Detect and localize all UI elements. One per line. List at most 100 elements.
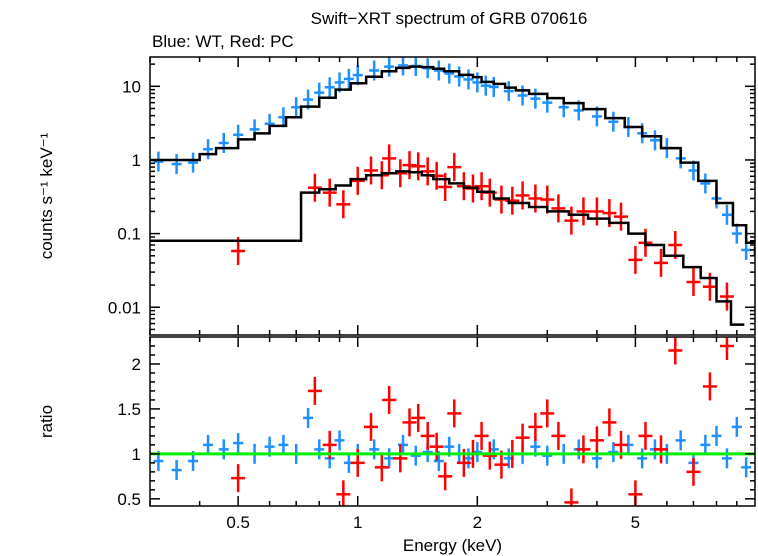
data-point bbox=[551, 194, 566, 223]
data-point bbox=[589, 197, 604, 226]
data-point bbox=[628, 245, 643, 274]
y-tick-label: 1.5 bbox=[117, 400, 141, 419]
data-point bbox=[334, 430, 345, 451]
data-point bbox=[171, 154, 182, 175]
data-point bbox=[350, 166, 365, 195]
data-point bbox=[218, 439, 229, 460]
series-3 bbox=[150, 170, 745, 326]
data-point bbox=[393, 444, 408, 473]
data-point bbox=[188, 152, 199, 173]
data-point bbox=[576, 435, 591, 464]
data-point bbox=[474, 421, 489, 450]
data-point bbox=[463, 69, 474, 90]
data-point bbox=[719, 282, 734, 311]
data-point bbox=[429, 432, 444, 461]
data-point bbox=[528, 184, 543, 213]
data-point bbox=[530, 88, 541, 109]
data-point bbox=[700, 434, 711, 455]
data-point bbox=[474, 172, 489, 201]
data-point bbox=[654, 248, 669, 277]
data-point bbox=[503, 81, 514, 102]
data-point bbox=[420, 421, 435, 450]
data-point bbox=[336, 190, 351, 219]
data-point bbox=[411, 152, 426, 181]
chart-subtitle: Blue: WT, Red: PC bbox=[152, 32, 294, 51]
data-point bbox=[324, 77, 335, 98]
x-tick-label: 1 bbox=[353, 513, 362, 532]
data-point bbox=[564, 488, 579, 506]
data-point bbox=[686, 268, 701, 297]
data-point bbox=[384, 448, 395, 469]
data-point bbox=[551, 421, 566, 450]
data-point bbox=[542, 445, 553, 466]
figure-title-block: Swift−XRT spectrum of GRB 070616 Blue: W… bbox=[152, 9, 587, 51]
data-point bbox=[505, 186, 520, 215]
data-point bbox=[278, 434, 289, 455]
data-point bbox=[702, 372, 717, 401]
series-1 bbox=[231, 144, 734, 311]
data-point bbox=[307, 376, 322, 405]
data-point bbox=[614, 202, 629, 231]
data-point bbox=[171, 460, 182, 481]
data-point bbox=[343, 68, 354, 89]
model-line bbox=[150, 170, 745, 326]
data-point bbox=[364, 156, 379, 185]
data-point bbox=[602, 408, 617, 437]
x-tick-label: 0.5 bbox=[226, 513, 250, 532]
data-point bbox=[153, 151, 164, 172]
series-2 bbox=[150, 65, 755, 256]
chart-title: Swift−XRT spectrum of GRB 070616 bbox=[311, 9, 588, 28]
data-point bbox=[528, 412, 543, 441]
data-point bbox=[364, 412, 379, 441]
y-ticks: 0.01 0.1 1 10 bbox=[108, 63, 755, 331]
data-point bbox=[447, 399, 462, 428]
data-point bbox=[402, 408, 417, 437]
data-point bbox=[233, 433, 244, 454]
y-tick-label: 0.1 bbox=[117, 225, 141, 244]
data-point bbox=[307, 173, 322, 202]
data-point bbox=[482, 441, 497, 470]
data-point bbox=[447, 153, 462, 182]
plot-frame bbox=[149, 336, 756, 507]
data-point bbox=[719, 337, 734, 360]
data-point bbox=[369, 439, 380, 460]
y-axis-label: counts s⁻¹ keV⁻¹ bbox=[37, 132, 56, 259]
data-point bbox=[203, 434, 214, 455]
data-point bbox=[649, 130, 660, 151]
plot-area bbox=[150, 57, 755, 326]
plot-frame bbox=[149, 56, 756, 336]
data-point bbox=[231, 464, 246, 493]
data-point bbox=[711, 425, 722, 446]
y-tick-label: 1 bbox=[132, 445, 141, 464]
data-point bbox=[700, 173, 711, 194]
x-ticks bbox=[149, 57, 738, 335]
data-point bbox=[444, 63, 455, 84]
data-point bbox=[576, 197, 591, 226]
data-point bbox=[741, 457, 752, 478]
data-point bbox=[382, 385, 397, 414]
x-tick-label: 2 bbox=[473, 513, 482, 532]
data-point bbox=[410, 445, 421, 466]
data-point bbox=[303, 407, 314, 428]
y-tick-label: 0.01 bbox=[108, 298, 141, 317]
y-ticks: 0.5 1 1.5 2 bbox=[117, 345, 755, 509]
data-point bbox=[608, 111, 619, 132]
data-point bbox=[515, 423, 530, 452]
data-point bbox=[433, 60, 444, 81]
data-point bbox=[438, 172, 453, 201]
data-point bbox=[637, 448, 648, 469]
spectrum-panel: 0.01 0.1 1 10 counts s⁻¹ keV⁻¹ bbox=[37, 56, 756, 336]
data-point bbox=[382, 144, 397, 173]
data-point bbox=[488, 76, 499, 97]
data-point bbox=[438, 462, 453, 491]
y-axis-label: ratio bbox=[37, 405, 56, 438]
data-point bbox=[564, 206, 579, 235]
x-axis-label: Energy (keV) bbox=[403, 536, 502, 555]
data-point bbox=[675, 430, 686, 451]
data-point bbox=[336, 480, 351, 506]
data-point bbox=[608, 442, 619, 463]
data-point bbox=[218, 132, 229, 153]
data-point bbox=[374, 453, 389, 482]
data-point bbox=[203, 139, 214, 160]
